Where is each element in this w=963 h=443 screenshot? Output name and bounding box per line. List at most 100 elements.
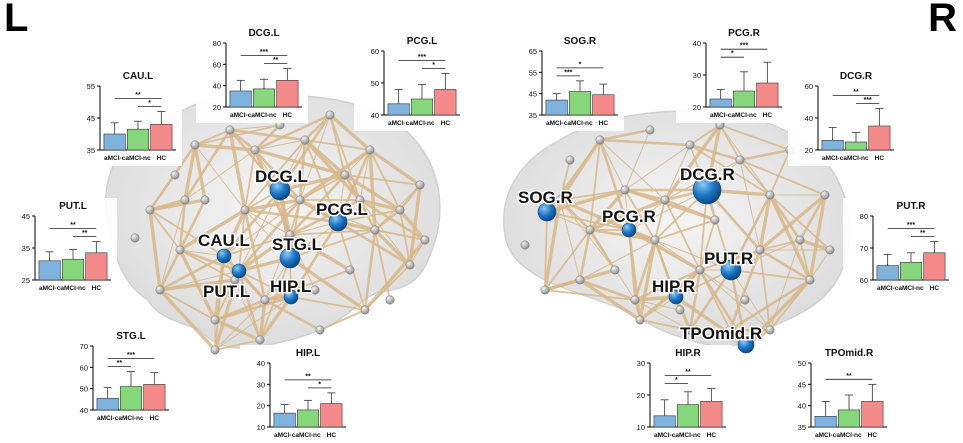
network-edge	[739, 148, 791, 162]
network-edge	[768, 194, 812, 281]
region-label: SOG.R	[518, 188, 573, 207]
bar	[861, 401, 884, 428]
region-label: PUT.L	[203, 282, 250, 301]
bar	[837, 409, 861, 428]
chart-title: PUT.L	[59, 201, 87, 212]
network-edge	[223, 189, 281, 257]
network-node	[565, 155, 575, 165]
network-edge	[159, 289, 216, 321]
network-edge	[730, 269, 811, 281]
chart-title: PCG.R	[728, 28, 760, 39]
x-tick-label: aMCI-nc	[836, 432, 862, 439]
network-edge	[639, 319, 691, 331]
right-hemisphere-label: R	[928, 0, 957, 40]
x-tick-label: aMCI-nc	[843, 155, 869, 162]
network-edge	[223, 199, 301, 257]
hub-node	[283, 289, 299, 305]
network-edge	[238, 209, 246, 272]
network-edge	[769, 149, 791, 196]
network-node	[575, 275, 585, 285]
y-tick-label: 40	[257, 359, 265, 368]
network-edge	[719, 124, 791, 151]
network-edge	[579, 278, 641, 322]
y-tick-label: 70	[80, 342, 88, 351]
x-tick-label: aMCI-c	[546, 120, 568, 127]
significance-label: ***	[260, 49, 268, 56]
region-label: PCG.R	[602, 207, 656, 226]
y-tick-label: 45	[798, 380, 806, 389]
network-node	[635, 315, 645, 325]
bar	[296, 409, 320, 428]
y-tick-label: 60	[805, 82, 813, 91]
network-edge	[769, 194, 831, 251]
network-edge	[739, 159, 826, 196]
significance-label: *	[432, 62, 435, 69]
network-edge	[363, 238, 427, 312]
network-edge	[149, 209, 225, 257]
network-node	[190, 140, 200, 150]
x-tick-label: HC	[327, 432, 337, 439]
region-label: DCG.L	[255, 167, 308, 186]
network-edge	[579, 278, 636, 302]
y-tick-label: 50	[798, 359, 806, 368]
x-tick-label: HC	[599, 120, 609, 127]
network-node	[555, 195, 565, 205]
network-edge	[244, 209, 291, 259]
network-edge	[638, 239, 657, 321]
bar	[61, 258, 85, 281]
network-edge	[237, 270, 262, 341]
bar	[387, 103, 410, 116]
bar	[876, 265, 899, 281]
significance-label: *	[148, 100, 151, 107]
network-edge	[244, 139, 306, 211]
bar	[568, 91, 592, 116]
hub-node	[537, 202, 557, 222]
y-tick-label: 40	[805, 114, 813, 123]
network-node	[805, 275, 815, 285]
network-edge	[359, 199, 376, 231]
y-tick-label: 20	[637, 391, 645, 400]
hub-node	[328, 212, 348, 232]
network-edge	[254, 149, 301, 201]
network-edge	[299, 148, 371, 202]
y-tick-label: 40	[693, 39, 701, 48]
y-tick-label: 40	[798, 402, 806, 411]
network-edge	[808, 194, 827, 281]
network-edge	[254, 113, 331, 152]
x-tick-label: aMCI-c	[230, 112, 252, 119]
bar	[252, 88, 276, 108]
y-tick-label: 55	[529, 68, 537, 77]
significance-label: *	[318, 381, 321, 388]
network-edge	[559, 199, 581, 281]
region-label: TPOmid.R	[680, 324, 762, 343]
bar	[653, 415, 676, 428]
network-edge	[178, 199, 187, 251]
network-edge	[243, 209, 267, 301]
hub-node	[692, 175, 722, 205]
network-edge	[689, 329, 747, 346]
bar	[700, 401, 723, 428]
bar	[676, 404, 700, 428]
hub-node	[737, 336, 755, 354]
network-edge	[654, 239, 677, 298]
network-node	[310, 285, 320, 295]
bar	[85, 252, 108, 281]
bar	[150, 124, 173, 151]
network-node	[620, 185, 630, 195]
significance-label: *	[731, 51, 734, 58]
network-node	[765, 325, 775, 335]
significance-label: **	[70, 222, 76, 229]
significance-label: ***	[864, 97, 872, 104]
network-edge	[664, 144, 691, 201]
network-node	[300, 135, 310, 145]
y-tick-label: 45	[87, 114, 95, 123]
network-node	[345, 265, 355, 275]
network-node	[170, 170, 180, 180]
network-node	[585, 225, 595, 235]
network-edge	[289, 221, 340, 298]
